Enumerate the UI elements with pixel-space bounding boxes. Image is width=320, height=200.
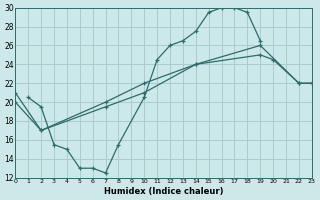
X-axis label: Humidex (Indice chaleur): Humidex (Indice chaleur)	[104, 187, 223, 196]
